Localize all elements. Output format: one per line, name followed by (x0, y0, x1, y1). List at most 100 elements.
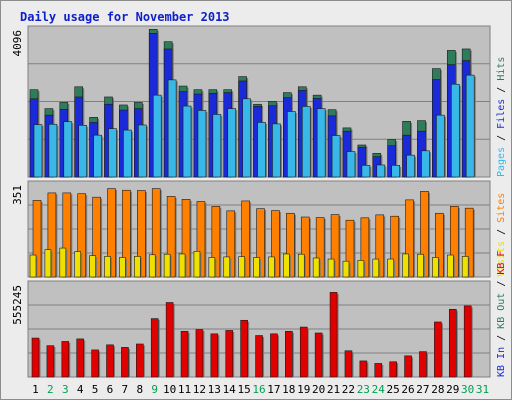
x-tick-label-day-31: 31 (476, 383, 489, 396)
bar-visits-day-10 (163, 253, 171, 278)
ylabel-top: Pages / Files / Hits (496, 57, 507, 177)
x-tick-label-day-12: 12 (193, 383, 206, 396)
bar-kb-f-day-25 (389, 361, 397, 378)
bar-kb-f-day-6 (106, 344, 114, 378)
bar-pages-day-25 (391, 165, 400, 178)
bar-visits-day-30 (461, 256, 469, 278)
bar-kb-f-day-21 (329, 292, 338, 378)
ylabel-part: / (496, 275, 507, 293)
bar-visits-day-14 (223, 256, 231, 278)
bar-pages-day-13 (212, 114, 222, 178)
bar-kb-f-day-23 (359, 360, 368, 378)
bar-kb-f-day-1 (31, 337, 40, 378)
bar-visits-day-8 (134, 256, 141, 278)
bar-pages-day-10 (167, 79, 177, 178)
x-tick-label-day-21: 21 (327, 383, 340, 396)
bar-pages-day-4 (78, 125, 88, 178)
bar-visits-day-22 (342, 260, 350, 278)
x-tick-label-day-6: 6 (107, 383, 114, 396)
bar-visits-day-23 (357, 260, 365, 278)
x-tick-label-day-24: 24 (372, 383, 386, 396)
x-tick-label-day-4: 4 (77, 383, 84, 396)
ylabel-part: Visits (496, 241, 507, 277)
bar-visits-day-6 (104, 256, 111, 278)
bar-pages-day-9 (152, 94, 162, 178)
bar-kb-f-day-5 (91, 349, 99, 378)
ylabel-middle: Visits / Sites (496, 193, 507, 277)
bar-kb-f-day-15 (240, 319, 248, 378)
bar-pages-day-15 (242, 98, 251, 178)
x-tick-label-day-19: 19 (297, 383, 310, 396)
bar-kb-f-day-11 (180, 330, 189, 378)
x-tick-label-day-26: 26 (401, 383, 414, 396)
x-tick-label-day-30: 30 (461, 383, 474, 396)
bar-kb-f-day-19 (299, 326, 308, 378)
bar-pages-day-22 (346, 151, 356, 178)
x-tick-label-day-7: 7 (122, 383, 129, 396)
bar-pages-day-5 (93, 134, 102, 178)
bar-kb-f-day-29 (448, 308, 457, 378)
bar-kb-f-day-3 (61, 341, 70, 378)
bar-kb-f-day-7 (121, 347, 129, 378)
bar-visits-day-26 (402, 253, 409, 278)
x-tick-label-day-11: 11 (178, 383, 191, 396)
x-tick-label-day-9: 9 (151, 383, 158, 396)
bar-visits-day-7 (119, 257, 126, 278)
bar-pages-day-11 (182, 105, 192, 178)
x-tick-label-day-5: 5 (92, 383, 99, 396)
bar-visits-day-9 (148, 254, 156, 278)
x-tick-label-day-15: 15 (237, 383, 250, 396)
bar-pages-day-23 (361, 165, 371, 178)
bar-kb-f-day-30 (463, 305, 472, 378)
bar-visits-day-27 (417, 253, 424, 278)
ylabel-bottom: KB In / KB Out / KB F (496, 251, 507, 377)
ymax-label-middle: 351 (11, 185, 24, 205)
x-tick-label-day-29: 29 (446, 383, 459, 396)
x-tick-label-day-3: 3 (62, 383, 69, 396)
bar-visits-day-2 (44, 249, 52, 278)
bar-kb-f-day-27 (419, 351, 427, 378)
ylabel-part: KB F (496, 251, 507, 275)
ymax-label-bottom: 555245 (11, 285, 24, 325)
bar-pages-day-14 (227, 108, 237, 178)
ylabel-part: Hits (496, 57, 507, 81)
bar-pages-day-19 (301, 106, 311, 178)
bar-visits-day-24 (372, 258, 380, 278)
x-tick-label-day-17: 17 (267, 383, 280, 396)
bar-pages-day-28 (436, 114, 445, 178)
ylabel-part: / (496, 223, 507, 241)
x-tick-label-day-18: 18 (282, 383, 295, 396)
bar-pages-day-16 (257, 122, 266, 178)
bar-pages-day-26 (406, 154, 415, 178)
x-tick-label-day-16: 16 (252, 383, 265, 396)
bar-visits-day-18 (283, 253, 290, 278)
bar-kb-f-day-14 (225, 330, 234, 378)
ylabel-part: / (496, 329, 507, 347)
bar-visits-day-13 (208, 257, 216, 278)
bar-visits-day-16 (253, 257, 260, 278)
ylabel-part: Pages (496, 147, 507, 177)
x-tick-label-day-10: 10 (163, 383, 176, 396)
bar-visits-day-11 (178, 253, 186, 278)
bar-pages-day-3 (63, 121, 73, 178)
chart-title: Daily usage for November 2013 (20, 10, 230, 24)
bar-visits-day-21 (327, 258, 335, 278)
ylabel-part: Sites (496, 193, 507, 223)
bar-visits-day-25 (387, 258, 394, 278)
bar-pages-day-1 (33, 124, 43, 178)
bar-pages-day-29 (450, 83, 460, 178)
bar-kb-f-day-22 (344, 350, 353, 378)
bar-kb-f-day-28 (434, 321, 442, 378)
bar-visits-day-3 (59, 247, 67, 278)
ylabel-part: Files (496, 99, 507, 129)
bar-kb-f-day-8 (136, 343, 144, 378)
bar-pages-day-17 (272, 123, 281, 178)
x-tick-label-day-1: 1 (32, 383, 39, 396)
ylabel-part: KB Out (496, 293, 507, 329)
bar-kb-f-day-26 (404, 355, 412, 378)
x-tick-label-day-20: 20 (312, 383, 325, 396)
x-tick-label-day-28: 28 (431, 383, 444, 396)
x-tick-label-day-14: 14 (223, 383, 237, 396)
